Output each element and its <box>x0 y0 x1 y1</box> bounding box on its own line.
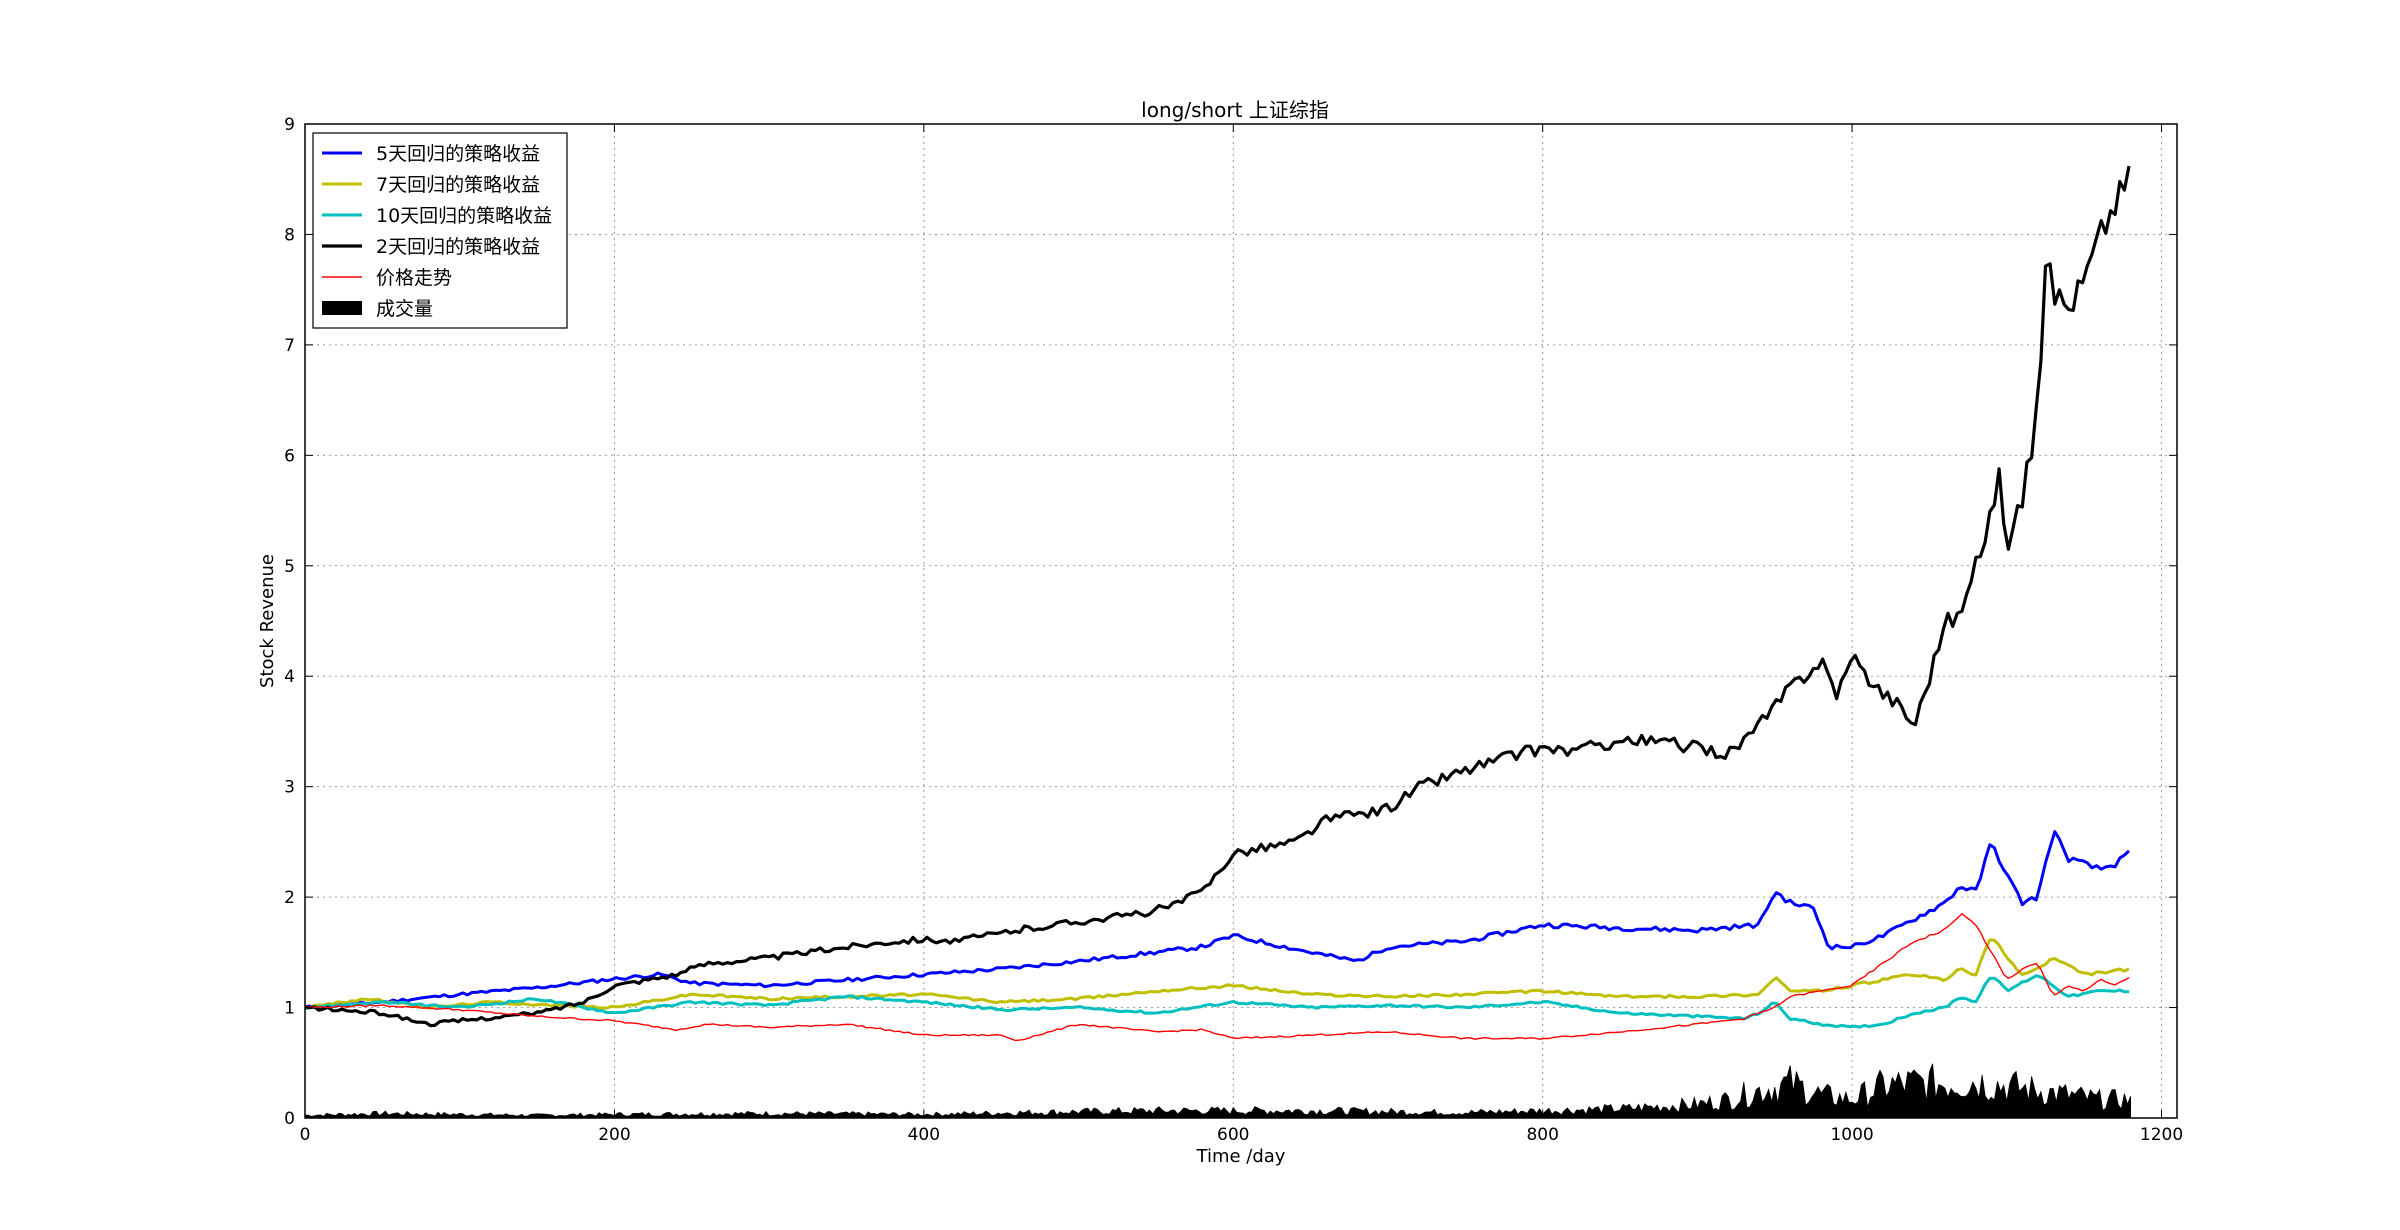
y-tick-label-9: 9 <box>284 115 295 135</box>
x-tick-label-0: 0 <box>300 1125 311 1145</box>
y-axis-label: Stock Revenue <box>257 554 278 688</box>
legend-label-4: 2天回归的策略收益 <box>376 236 540 258</box>
series-line-3 <box>304 974 2130 1029</box>
x-tick-label-800: 800 <box>1526 1125 1558 1145</box>
y-tick-label-5: 5 <box>284 557 295 577</box>
plot-area-frame <box>304 123 2178 1119</box>
y-tick-label-4: 4 <box>284 667 295 687</box>
y-tick-label-3: 3 <box>284 778 295 798</box>
series-line-1 <box>304 830 2131 1010</box>
y-tick-label-6: 6 <box>284 446 295 466</box>
legend: 5天回归的策略收益 7天回归的策略收益 10天回归的策略收益 2天回归的策略收益价格走… <box>312 132 568 329</box>
x-tick-label-200: 200 <box>598 1125 630 1145</box>
legend-label-6: 成交量 <box>376 298 433 320</box>
x-tick-label-600: 600 <box>1217 1125 1249 1145</box>
series-line-5 <box>304 913 2130 1042</box>
y-tick-label-7: 7 <box>284 336 295 356</box>
series-line-4 <box>304 165 2131 1028</box>
x-tick-label-1200: 1200 <box>2140 1125 2183 1145</box>
legend-box <box>312 132 568 329</box>
x-axis: 0 200 400 600 800 1000 1200 <box>300 124 2183 1145</box>
y-tick-label-1: 1 <box>284 999 295 1019</box>
y-tick-label-0: 0 <box>284 1109 295 1129</box>
x-tick-label-1000: 1000 <box>1830 1125 1873 1145</box>
series-line-2 <box>304 938 2130 1010</box>
legend-label-3: 10天回归的策略收益 <box>376 205 552 227</box>
legend-swatch-volume <box>322 301 362 315</box>
legend-label-5: 价格走势 <box>376 267 452 289</box>
volume-bars <box>304 1063 2131 1119</box>
series-lines <box>304 165 2131 1042</box>
legend-label-2: 7天回归的策略收益 <box>376 174 540 196</box>
y-tick-label-2: 2 <box>284 888 295 908</box>
y-tick-label-8: 8 <box>284 225 295 245</box>
chart-title: long/short 上证综指 <box>1141 98 1329 122</box>
y-axis: 0 1 2 3 4 5 6 7 8 9 <box>284 115 2177 1129</box>
volume-area <box>304 1063 2131 1119</box>
legend-label-1: 5天回归的策略收益 <box>376 143 540 165</box>
x-axis-label: Time /day <box>1196 1146 1286 1167</box>
x-tick-label-400: 400 <box>908 1125 940 1145</box>
